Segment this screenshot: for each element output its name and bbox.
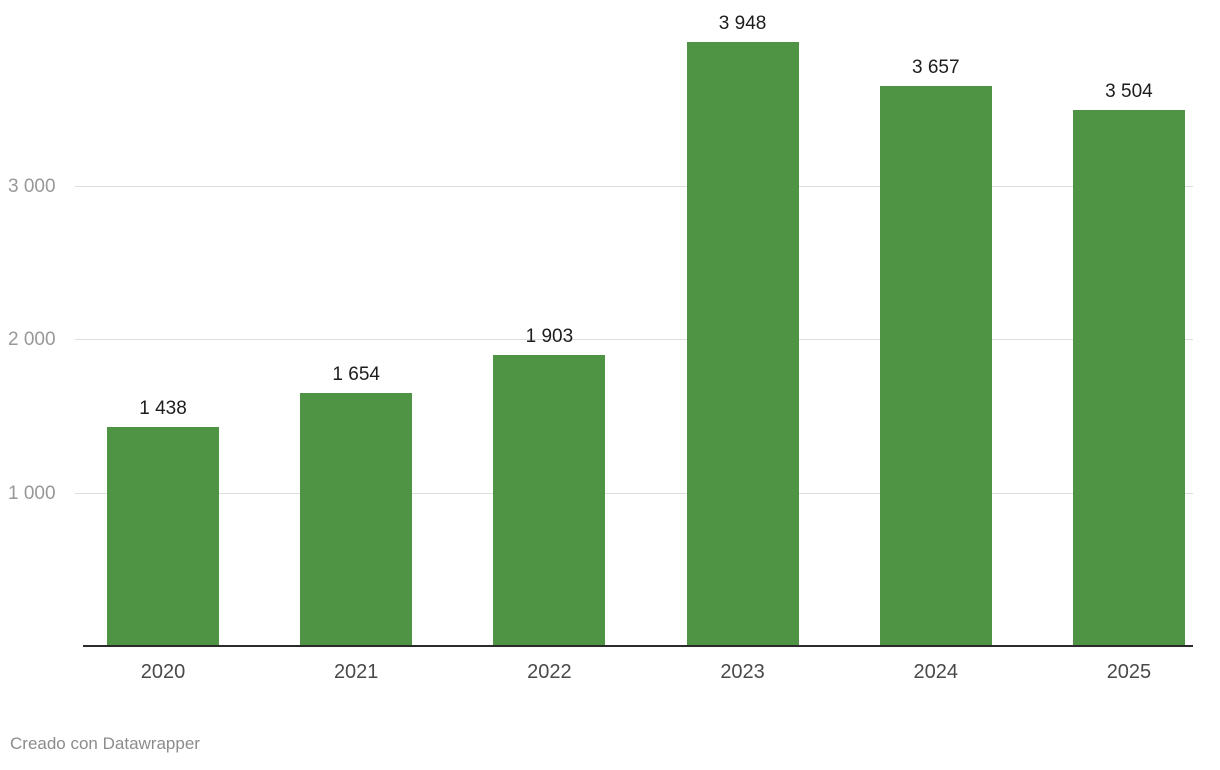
x-axis-labels: 2020 2021 2022 2023 2024 2025 [107, 660, 1185, 684]
x-axis-line [83, 645, 1193, 647]
bar-series: 1 438 1 654 1 903 3 948 3 657 3 504 [107, 0, 1185, 647]
bar [1072, 110, 1185, 647]
bar-value-label: 3 948 [718, 13, 767, 34]
bar-column: 1 438 [107, 398, 219, 647]
y-tick-label: 3 000 [8, 176, 62, 198]
bar-column: 3 948 [686, 13, 799, 647]
x-axis-label: 2021 [333, 661, 379, 683]
bar-column: 1 903 [493, 326, 606, 647]
bar [879, 86, 992, 647]
x-axis-label: 2020 [140, 661, 186, 683]
y-tick-label: 1 000 [8, 483, 62, 505]
attribution-text: Creado con Datawrapper [10, 734, 200, 753]
gridline [75, 186, 1193, 187]
bar-value-label: 1 654 [332, 364, 380, 385]
bar-value-label: 3 657 [911, 57, 960, 78]
bar-column: 3 657 [879, 57, 992, 647]
bar-value-label: 1 438 [139, 398, 187, 419]
x-axis-label: 2023 [720, 661, 765, 683]
bar-column: 1 654 [300, 364, 413, 647]
bar [107, 427, 219, 647]
bar-column: 3 504 [1072, 81, 1185, 647]
y-tick-label: 2 000 [8, 329, 62, 351]
bar-value-label: 1 903 [525, 326, 574, 347]
x-axis-label: 2024 [913, 661, 959, 683]
bar [686, 42, 799, 647]
bar [300, 393, 413, 647]
x-axis-label: 2025 [1106, 661, 1152, 683]
plot-area: 1 000 2 000 3 000 1 438 1 654 1 903 3 948 3 65… [8, 0, 1193, 647]
bar [493, 355, 606, 647]
x-axis-label: 2022 [527, 661, 572, 683]
gridline [75, 339, 1193, 340]
gridline [75, 493, 1193, 494]
bar-value-label: 3 504 [1105, 81, 1153, 102]
